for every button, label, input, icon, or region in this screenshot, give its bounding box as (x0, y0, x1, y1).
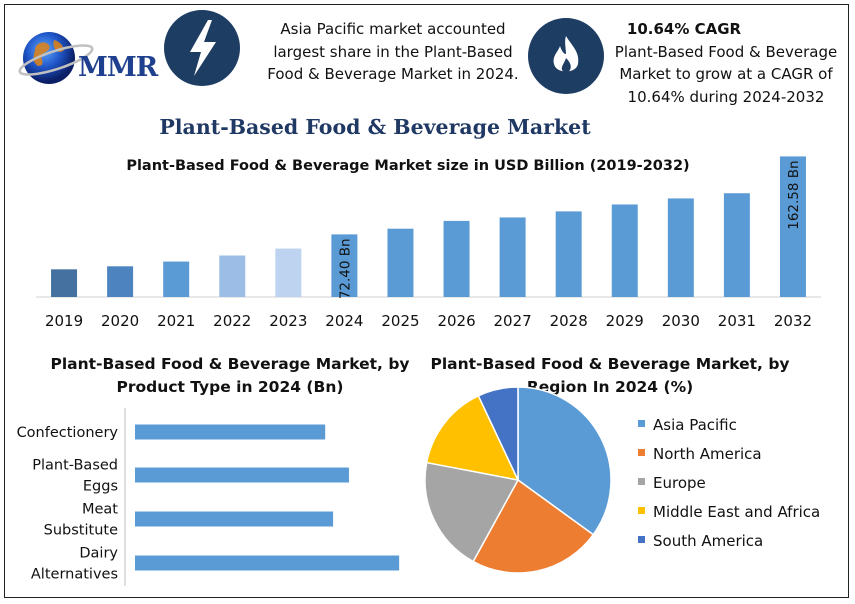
product-chart-title: Plant-Based Food & Beverage Market, by P… (40, 353, 420, 399)
product-title-line: Plant-Based Food & Beverage Market, by (50, 355, 410, 373)
lightning-bolt-icon (164, 10, 240, 86)
bar-2026 (443, 220, 470, 297)
pie-slice-asia-pacific (517, 386, 612, 536)
hbar-plant-based-eggs (135, 467, 349, 483)
x-tick-label: 2020 (101, 312, 139, 330)
bar-2032 (779, 156, 806, 297)
pie-slice-middle-east-and-africa (425, 394, 520, 482)
bar-2027 (499, 217, 526, 297)
legend-swatch (638, 420, 645, 427)
info-line: Plant-Based Food & Beverage (614, 42, 838, 61)
category-label: Eggs (83, 479, 118, 495)
infographic-frame (4, 4, 849, 598)
x-tick-label: 2026 (437, 312, 475, 330)
mmr-logo: MMR (14, 20, 164, 90)
region-chart-title: Plant-Based Food & Beverage Market, by R… (420, 353, 800, 399)
legend-swatch (638, 536, 645, 543)
bar-2021 (163, 261, 190, 297)
legend-label: Asia Pacific (653, 416, 737, 434)
x-tick-label: 2027 (494, 312, 532, 330)
bar-data-label: 162.58 Bn (786, 160, 802, 229)
x-tick-label: 2019 (45, 312, 83, 330)
bar-2031 (723, 193, 750, 297)
legend-label: South America (653, 532, 763, 550)
bar-2029 (611, 204, 638, 297)
category-label: Meat (82, 502, 118, 518)
x-tick-label: 2031 (718, 312, 756, 330)
x-tick-label: 2030 (662, 312, 700, 330)
x-tick-label: 2022 (213, 312, 251, 330)
hbar-meat-substitute (135, 511, 334, 527)
category-label: Confectionery (17, 425, 119, 441)
bar-chart-title: Plant-Based Food & Beverage Market size … (126, 158, 690, 174)
x-tick-label: 2029 (606, 312, 644, 330)
info-cagr: 10.64% CAGR Plant-Based Food & Beverage … (598, 18, 854, 108)
pie-slice-north-america (472, 478, 595, 574)
bar-2024 (331, 234, 358, 297)
category-label: Alternatives (31, 567, 118, 583)
x-tick-label: 2025 (381, 312, 419, 330)
bar-data-label: 72.40 Bn (337, 238, 353, 299)
x-tick-label: 2032 (774, 312, 812, 330)
region-title-line: Plant-Based Food & Beverage Market, by (430, 355, 790, 373)
legend-label: Middle East and Africa (653, 503, 820, 521)
legend-label: Europe (653, 474, 706, 492)
x-tick-label: 2023 (269, 312, 307, 330)
bar-2023 (275, 248, 302, 297)
logo-text: MMR (78, 52, 158, 83)
bar-2019 (51, 269, 78, 297)
pie-slice-south-america (477, 386, 519, 481)
legend-swatch (638, 449, 645, 456)
x-tick-label: 2021 (157, 312, 195, 330)
x-tick-label: 2028 (550, 312, 588, 330)
bar-2022 (219, 255, 246, 297)
info-asia-pacific: Asia Pacific market accounted largest sh… (258, 18, 528, 86)
bar-2030 (667, 198, 694, 297)
info-line: 10.64% during 2024-2032 (627, 87, 825, 106)
category-label: Substitute (44, 523, 118, 539)
region-title-line: Region In 2024 (%) (526, 378, 694, 396)
info-line: Asia Pacific market accounted (280, 20, 506, 38)
x-tick-label: 2024 (325, 312, 363, 330)
info-line: Market to grow at a CAGR of (619, 65, 833, 83)
globe-icon (18, 32, 94, 84)
product-title-line: Product Type in 2024 (Bn) (116, 378, 344, 396)
info-line: Food & Beverage Market in 2024. (267, 65, 519, 83)
category-label: Plant-Based (32, 458, 118, 474)
bar-2028 (555, 211, 582, 297)
flame-icon (528, 18, 604, 94)
info-line: largest share in the Plant-Based (273, 42, 513, 61)
pie-slice-europe (424, 461, 520, 563)
legend-swatch (638, 507, 645, 514)
main-title: Plant-Based Food & Beverage Market (159, 115, 591, 139)
hbar-confectionery (135, 424, 326, 440)
legend-label: North America (653, 445, 762, 463)
bar-2020 (107, 266, 134, 297)
legend-swatch (638, 478, 645, 485)
category-label: Dairy (79, 546, 118, 562)
bar-2025 (387, 228, 414, 297)
hbar-dairy-alternatives (135, 555, 400, 571)
cagr-title: 10.64% CAGR (626, 20, 742, 38)
